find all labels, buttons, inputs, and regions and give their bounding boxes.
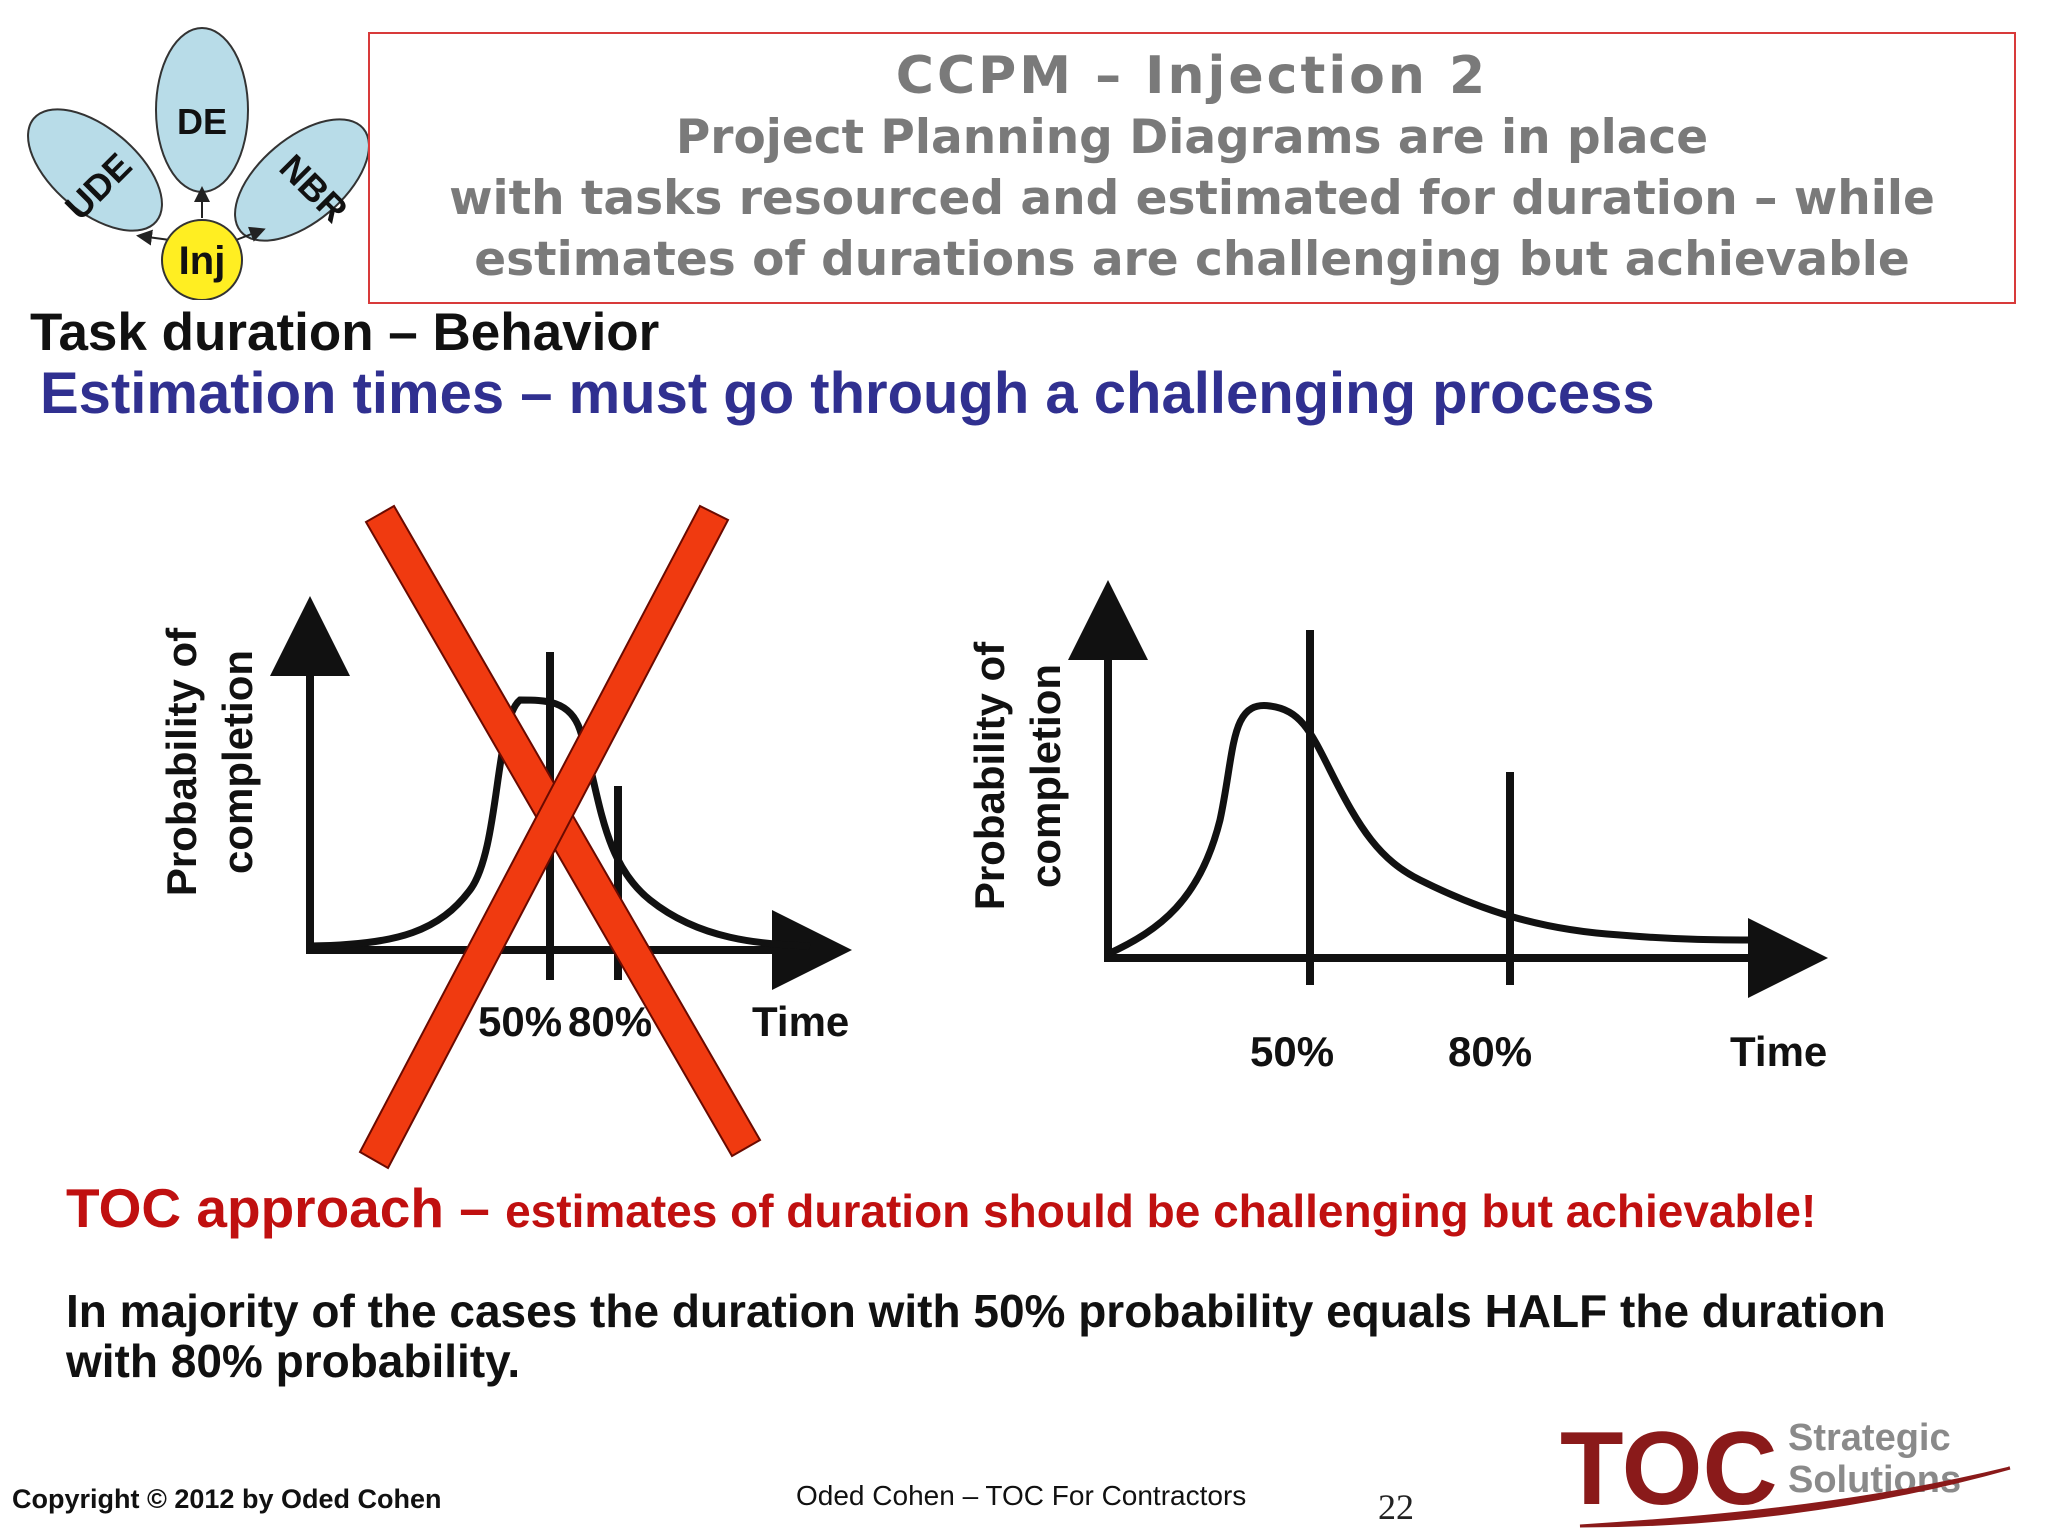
cross-stroke-2 <box>358 504 730 1170</box>
majority-statement: In majority of the cases the duration wi… <box>66 1285 1886 1387</box>
chart1-ylabel-2: completion <box>214 650 261 874</box>
header-line-2: Project Planning Diagrams are in place <box>675 110 1709 165</box>
task-duration-heading: Task duration – Behavior <box>30 303 660 362</box>
chart2-xlabel: Time <box>1730 1028 1827 1075</box>
estimation-subheading: Estimation times – must go through a cha… <box>40 361 1655 426</box>
toc-approach-rest: estimates of duration should be challeng… <box>505 1185 1817 1237</box>
de-label: DE <box>177 101 227 142</box>
cross-stroke-1 <box>364 504 762 1158</box>
header-line-3: with tasks resourced and estimated for d… <box>449 171 1935 226</box>
inj-center <box>161 219 243 300</box>
chart1-label-50: 50% <box>478 998 562 1045</box>
logo-toc: TOC <box>1560 1411 1778 1527</box>
chart1-xlabel: Time <box>752 998 849 1045</box>
toc-approach-lead: TOC approach – <box>66 1177 506 1239</box>
header-box: CCPM – Injection 2 Project Planning Diag… <box>368 32 2016 304</box>
chart2-label-80: 80% <box>1448 1028 1532 1075</box>
toc-approach-statement: TOC approach – estimates of duration sho… <box>66 1176 1816 1240</box>
chart2-label-50: 50% <box>1250 1028 1334 1075</box>
petal-ude <box>27 108 163 232</box>
inj-label: Inj <box>179 239 226 283</box>
copyright-notice: Copyright © 2012 by Oded Cohen <box>12 1484 442 1514</box>
chart2-ylabel-2: completion <box>1022 664 1069 888</box>
petal-nbr <box>234 118 370 242</box>
chart1-bell-curve <box>309 696 811 950</box>
header-line-4: estimates of durations are challenging b… <box>474 232 1910 287</box>
footer-title: Oded Cohen – TOC For Contractors <box>796 1480 1247 1511</box>
chart2-ylabel-1: Probability of <box>966 641 1013 910</box>
page-number: 22 <box>1378 1487 1414 1527</box>
header-title: CCPM – Injection 2 <box>895 46 1489 106</box>
chart1-ylabel-1: Probability of <box>158 627 205 896</box>
chart2-skewed-curve <box>1106 702 1761 958</box>
logo-strategic: Strategic <box>1788 1417 1951 1459</box>
toc-strategic-solutions-logo: TOC Strategic Solutions <box>1560 1411 2011 1528</box>
injection-flower-diagram: Inj DE UDE NBR <box>27 27 370 300</box>
chart1-label-80: 80% <box>568 998 652 1045</box>
logo-swoosh <box>1579 1466 2011 1528</box>
